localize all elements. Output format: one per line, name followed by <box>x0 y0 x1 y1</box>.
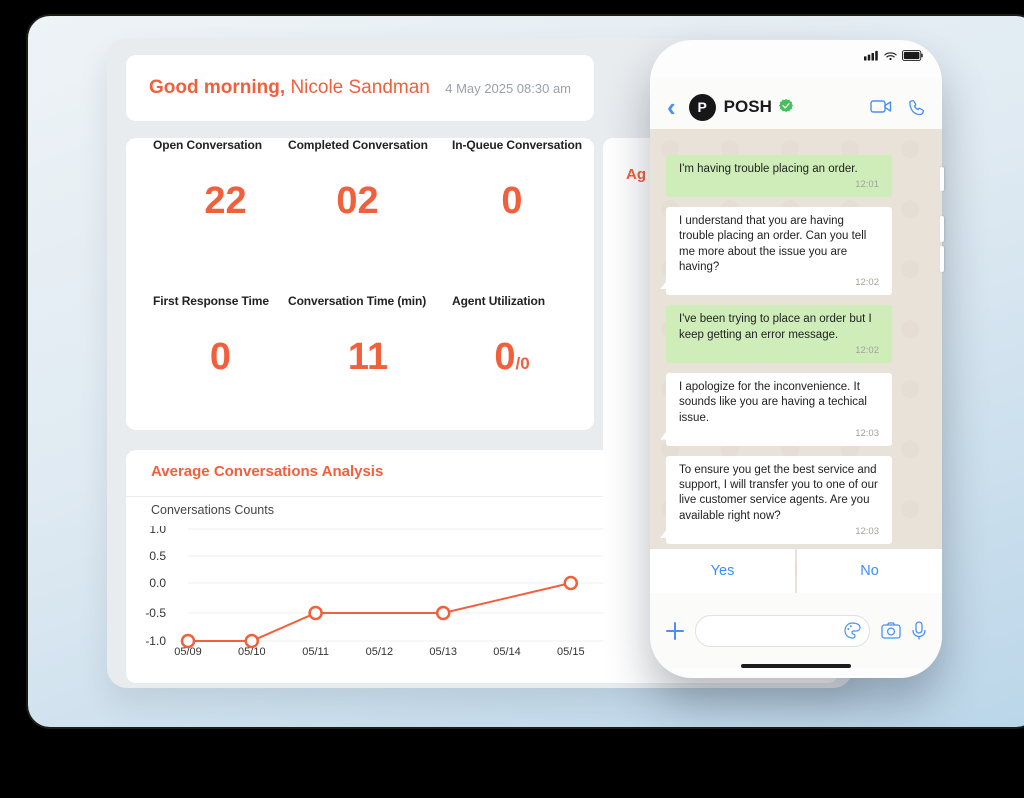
svg-text:05/11: 05/11 <box>302 646 329 656</box>
svg-text:0.0: 0.0 <box>149 576 166 590</box>
svg-text:05/15: 05/15 <box>557 646 585 656</box>
svg-text:05/14: 05/14 <box>493 646 521 656</box>
svg-text:05/13: 05/13 <box>429 646 457 656</box>
svg-text:0.5: 0.5 <box>149 549 166 563</box>
svg-text:05/12: 05/12 <box>366 646 394 656</box>
svg-text:-1.0: -1.0 <box>145 634 166 648</box>
svg-text:-0.5: -0.5 <box>145 606 166 620</box>
svg-text:1.0: 1.0 <box>149 526 166 536</box>
